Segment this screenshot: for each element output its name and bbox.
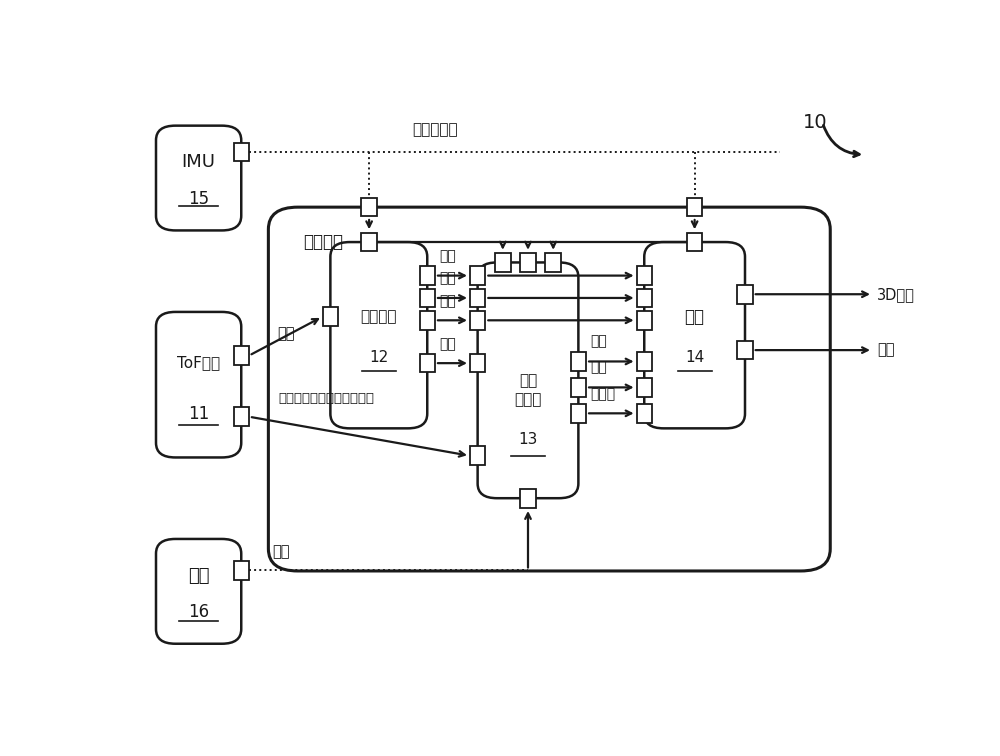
Bar — [571, 352, 586, 370]
Bar — [234, 346, 249, 365]
FancyBboxPatch shape — [156, 539, 241, 644]
Bar — [470, 266, 485, 285]
Text: 方向: 方向 — [439, 295, 456, 308]
Bar — [420, 289, 435, 307]
Bar — [545, 253, 561, 271]
Bar — [234, 407, 249, 426]
Bar — [234, 561, 249, 580]
FancyBboxPatch shape — [330, 242, 427, 429]
Text: 10: 10 — [803, 113, 828, 132]
FancyBboxPatch shape — [478, 262, 578, 498]
Text: 图像（置信度、振幅图像）: 图像（置信度、振幅图像） — [278, 392, 374, 405]
Text: 深度: 深度 — [277, 326, 295, 341]
Bar — [520, 253, 536, 271]
FancyBboxPatch shape — [156, 312, 241, 457]
Text: 水平: 水平 — [590, 335, 607, 349]
Text: 图像: 图像 — [272, 544, 290, 559]
Text: 16: 16 — [188, 603, 209, 621]
Bar — [323, 307, 338, 326]
Text: 11: 11 — [188, 404, 209, 423]
Text: 地面检测: 地面检测 — [361, 309, 397, 324]
Bar — [637, 289, 652, 307]
Bar — [637, 378, 652, 397]
Text: 15: 15 — [188, 190, 209, 208]
Text: ToF装置: ToF装置 — [177, 355, 220, 370]
Bar — [637, 352, 652, 370]
Bar — [687, 198, 702, 216]
Bar — [470, 289, 485, 307]
Bar — [470, 354, 485, 373]
Bar — [520, 489, 536, 507]
Text: 定位: 定位 — [685, 308, 705, 326]
Text: 12: 12 — [369, 350, 388, 365]
FancyBboxPatch shape — [644, 242, 745, 429]
Text: 13: 13 — [518, 432, 538, 447]
Bar — [495, 253, 511, 271]
FancyBboxPatch shape — [268, 207, 830, 571]
Bar — [571, 404, 586, 423]
Bar — [361, 233, 377, 252]
Bar — [737, 341, 753, 359]
Text: 垂直: 垂直 — [439, 271, 456, 285]
Text: IMU: IMU — [182, 153, 216, 172]
Bar — [737, 285, 753, 304]
Text: 跟踪器: 跟踪器 — [514, 392, 542, 407]
Text: 加速与旋转: 加速与旋转 — [412, 122, 458, 138]
Text: 14: 14 — [685, 350, 704, 365]
Text: 位置: 位置 — [590, 361, 607, 374]
Text: 3D位置: 3D位置 — [877, 287, 915, 302]
Bar — [420, 311, 435, 330]
Bar — [637, 311, 652, 330]
Bar — [470, 311, 485, 330]
Bar — [637, 404, 652, 423]
Text: 主要部分: 主要部分 — [303, 234, 343, 251]
Text: 地面: 地面 — [519, 373, 537, 388]
Text: 地面: 地面 — [439, 337, 456, 352]
FancyBboxPatch shape — [156, 125, 241, 231]
Bar — [571, 378, 586, 397]
Text: 方位角: 方位角 — [590, 388, 615, 401]
Bar — [637, 266, 652, 285]
Bar — [687, 233, 702, 252]
Text: 高度: 高度 — [439, 249, 456, 263]
Text: 相机: 相机 — [188, 567, 209, 584]
Bar — [420, 266, 435, 285]
Text: 方位: 方位 — [877, 342, 894, 358]
Bar — [420, 354, 435, 373]
Bar — [470, 447, 485, 465]
Bar — [234, 143, 249, 161]
Bar — [361, 198, 377, 216]
